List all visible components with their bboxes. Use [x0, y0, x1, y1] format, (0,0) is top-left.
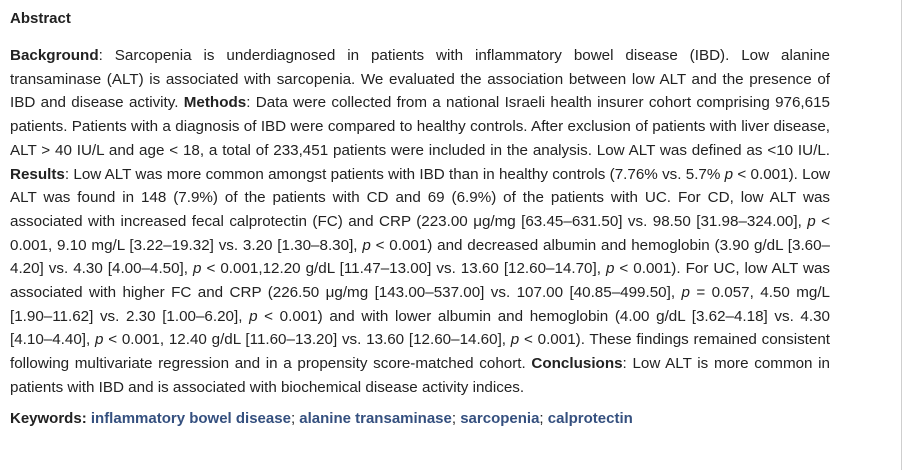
conclusions-label: Conclusions: [531, 355, 623, 373]
keyword-link-calprotectin[interactable]: calprotectin: [547, 409, 633, 427]
page-right-border: [901, 0, 902, 470]
p-value-symbol: p: [362, 236, 371, 254]
keyword-link-inflammatory-bowel-disease[interactable]: inflammatory bowel disease: [90, 409, 291, 427]
results-text-4: < 0.001) and decreased albumin and hemog…: [10, 236, 830, 278]
background-text: : Sarcopenia is underdiagnosed in patien…: [10, 47, 830, 112]
keywords-line: Keywords: inflammatory bowel disease; al…: [10, 408, 830, 430]
conclusions-text: : Low ALT is more common in patients wit…: [10, 355, 830, 396]
results-text-10: < 0.001). These findings remained consis…: [10, 331, 830, 373]
keyword-separator: ;: [539, 409, 544, 427]
p-value-symbol: p: [249, 307, 258, 325]
results-text-1: : Low ALT was more common amongst patien…: [64, 165, 725, 183]
results-text-8: < 0.001) and with lower albumin and hemo…: [10, 307, 830, 349]
keywords-label: Keywords:: [10, 409, 87, 427]
p-value-symbol: p: [681, 284, 690, 302]
abstract-heading: Abstract: [10, 10, 71, 27]
p-value-symbol: p: [807, 212, 816, 230]
keyword-separator: ;: [451, 409, 457, 427]
keyword-separator: ;: [290, 409, 296, 427]
keyword-link-sarcopenia[interactable]: sarcopenia: [460, 409, 540, 427]
results-text-3: < 0.001, 9.10 mg/L [3.22–19.32] vs. 3.20…: [10, 212, 830, 254]
results-text-6: < 0.001). For UC, low ALT was associated…: [10, 260, 830, 302]
p-value-symbol: p: [510, 331, 520, 349]
results-text-2: < 0.001). Low ALT was found in 148 (7.9%…: [10, 165, 830, 230]
abstract-section: Abstract Background: Sarcopenia is under…: [10, 8, 830, 430]
p-value-symbol: p: [193, 260, 202, 278]
results-text-5: < 0.001,12.20 g/dL [11.47–13.00] vs. 13.…: [201, 260, 606, 278]
methods-text: : Data were collected from a national Is…: [10, 94, 830, 159]
background-label: Background: [10, 47, 99, 64]
p-value-symbol: p: [724, 165, 734, 183]
results-text-9: < 0.001, 12.40 g/dL [11.60–13.20] vs. 13…: [103, 331, 511, 349]
abstract-body: Background: Sarcopenia is underdiagnosed…: [10, 44, 830, 400]
results-text-7: = 0.057, 4.50 mg/L [1.90–11.62] vs. 2.30…: [10, 284, 830, 325]
p-value-symbol: p: [605, 260, 615, 278]
results-label: Results: [10, 165, 65, 183]
methods-label: Methods: [183, 94, 247, 112]
p-value-symbol: p: [95, 331, 104, 349]
keyword-link-alanine-transaminase[interactable]: alanine transaminase: [299, 409, 452, 427]
